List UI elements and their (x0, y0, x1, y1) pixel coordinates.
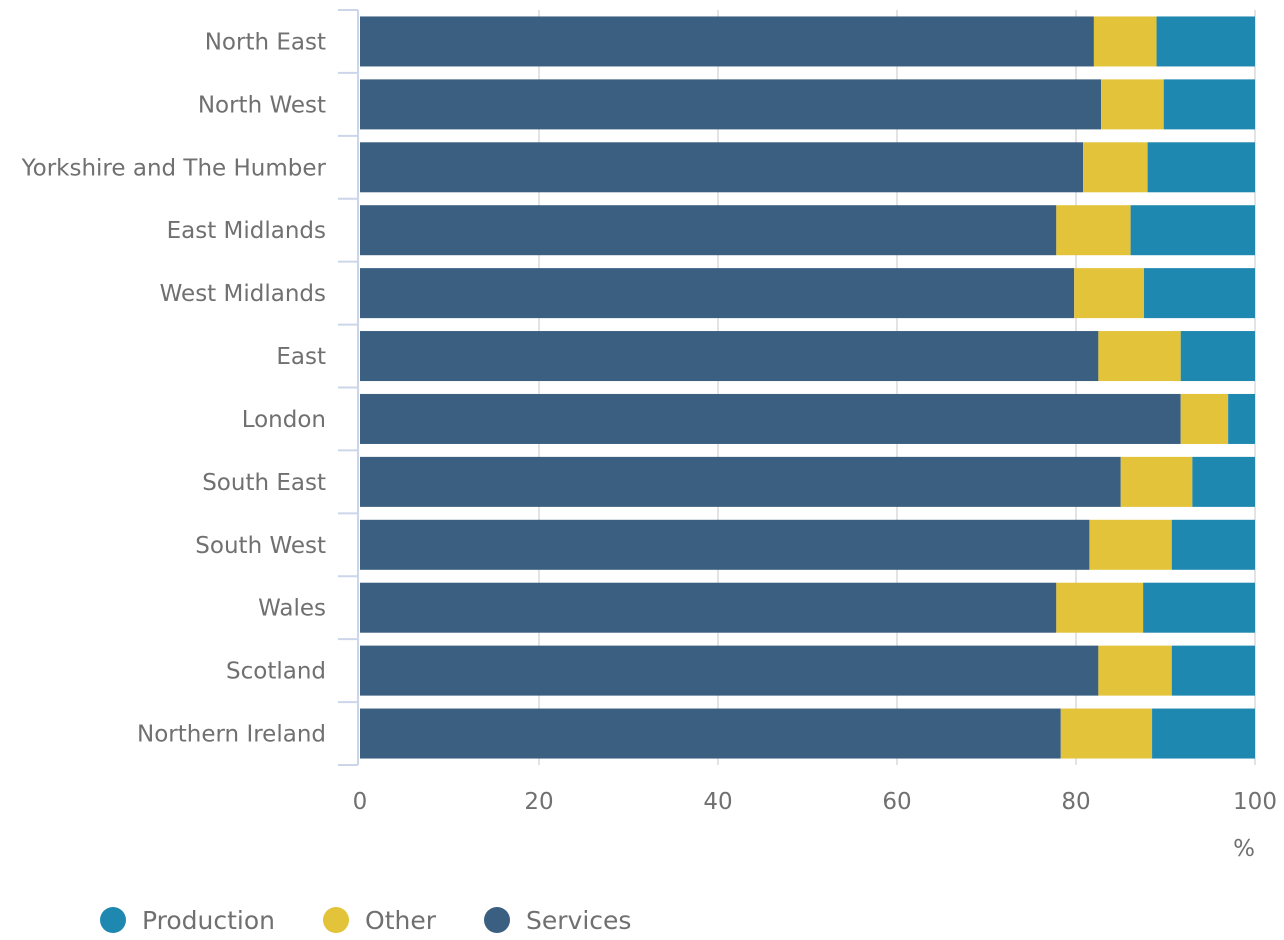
category-label: West Midlands (160, 281, 326, 307)
category-label: Northern Ireland (137, 722, 326, 748)
bar-services-london[interactable] (360, 393, 1181, 444)
bar-services-scotland[interactable] (360, 645, 1099, 696)
legend-item-services[interactable]: Services (484, 906, 631, 935)
x-tick-label: 20 (524, 789, 553, 815)
x-tick-label: 40 (703, 789, 732, 815)
bar-services-south-west[interactable] (360, 519, 1090, 570)
bar-services-yorkshire-and-the-humber[interactable] (360, 142, 1084, 193)
bar-services-south-east[interactable] (360, 456, 1121, 507)
bar-production-london[interactable] (1228, 393, 1255, 444)
bar-other-wales[interactable] (1056, 582, 1144, 633)
bar-services-northern-ireland[interactable] (360, 708, 1061, 759)
legend: Production Other Services (100, 900, 679, 940)
legend-label: Services (526, 905, 632, 935)
legend-item-production[interactable]: Production (100, 906, 275, 935)
category-label: Yorkshire and The Humber (21, 155, 327, 181)
bar-services-east-midlands[interactable] (360, 205, 1057, 256)
bar-production-scotland[interactable] (1171, 645, 1255, 696)
bar-production-north-west[interactable] (1163, 79, 1255, 130)
bar-other-east-midlands[interactable] (1056, 205, 1131, 256)
legend-label: Production (142, 905, 276, 935)
x-axis-tick-labels: 0 20 40 60 80 100 (353, 789, 1277, 815)
bar-other-london[interactable] (1180, 393, 1229, 444)
x-tick-label: 0 (353, 789, 368, 815)
category-label: Wales (258, 596, 326, 622)
category-label: South West (195, 533, 326, 559)
bar-other-north-west[interactable] (1101, 79, 1164, 130)
bar-other-north-east[interactable] (1093, 16, 1157, 67)
category-label: North East (205, 29, 326, 55)
legend-label: Other (365, 905, 436, 935)
bar-production-east-midlands[interactable] (1130, 205, 1255, 256)
category-label: South East (202, 470, 326, 496)
bar-other-northern-ireland[interactable] (1060, 708, 1153, 759)
bar-other-scotland[interactable] (1098, 645, 1172, 696)
bar-production-north-east[interactable] (1156, 16, 1255, 67)
x-gridlines (538, 10, 1256, 765)
bar-other-east[interactable] (1098, 331, 1181, 382)
category-label: East (276, 344, 326, 370)
legend-swatch (323, 907, 350, 933)
category-label: East Midlands (167, 218, 326, 244)
legend-swatch (484, 907, 510, 933)
bar-services-north-west[interactable] (360, 79, 1102, 130)
bar-production-west-midlands[interactable] (1144, 268, 1255, 319)
bar-services-west-midlands[interactable] (360, 268, 1075, 319)
bar-services-wales[interactable] (360, 582, 1057, 633)
category-label: Scotland (226, 659, 326, 685)
bar-other-south-west[interactable] (1089, 519, 1172, 570)
bar-production-northern-ireland[interactable] (1152, 708, 1255, 759)
category-label: North West (198, 92, 326, 118)
bar-production-yorkshire-and-the-humber[interactable] (1147, 142, 1255, 193)
bar-production-south-west[interactable] (1171, 519, 1255, 570)
bar-other-yorkshire-and-the-humber[interactable] (1083, 142, 1148, 193)
bar-other-west-midlands[interactable] (1074, 268, 1145, 319)
bar-services-north-east[interactable] (360, 16, 1094, 67)
legend-item-other[interactable]: Other (323, 906, 436, 935)
bar-production-south-east[interactable] (1192, 456, 1255, 507)
x-tick-label: 100 (1233, 789, 1277, 815)
bars (360, 16, 1255, 759)
x-axis-unit-label: % (1233, 836, 1255, 862)
bar-other-south-east[interactable] (1120, 456, 1193, 507)
x-tick-label: 60 (882, 789, 911, 815)
bar-production-east[interactable] (1180, 331, 1255, 382)
bar-production-wales[interactable] (1143, 582, 1255, 633)
x-tick-label: 80 (1061, 789, 1090, 815)
category-label: London (242, 407, 326, 433)
bar-services-east[interactable] (360, 331, 1099, 382)
y-axis: North East North West Yorkshire and The Hu… (21, 9, 359, 766)
legend-swatch (100, 907, 126, 933)
